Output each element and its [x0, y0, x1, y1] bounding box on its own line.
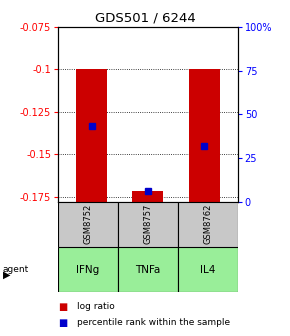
Bar [188, 69, 220, 202]
Text: ■: ■ [58, 318, 67, 328]
Bar [118, 202, 178, 247]
Text: GSM8752: GSM8752 [84, 204, 93, 244]
Bar [118, 247, 178, 292]
Bar [76, 69, 107, 202]
Bar [178, 247, 238, 292]
Text: agent: agent [3, 265, 29, 274]
Bar [133, 192, 163, 202]
Text: IL4: IL4 [200, 265, 215, 275]
Bar [58, 247, 118, 292]
Text: percentile rank within the sample: percentile rank within the sample [77, 318, 230, 327]
Text: log ratio: log ratio [77, 302, 115, 311]
Text: ■: ■ [58, 302, 67, 312]
Bar [178, 202, 238, 247]
Text: TNFa: TNFa [135, 265, 161, 275]
Text: GSM8757: GSM8757 [143, 204, 153, 245]
Bar [58, 202, 118, 247]
Text: GDS501 / 6244: GDS501 / 6244 [95, 12, 195, 25]
Text: ▶: ▶ [3, 269, 10, 280]
Text: GSM8762: GSM8762 [203, 204, 212, 245]
Text: IFNg: IFNg [76, 265, 99, 275]
